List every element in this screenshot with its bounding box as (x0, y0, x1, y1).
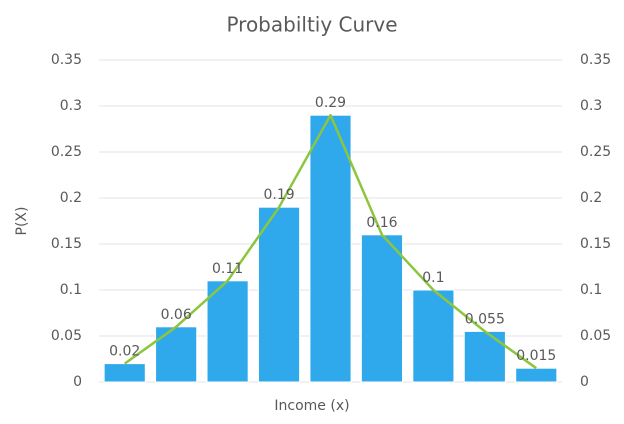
bar (360, 234, 404, 383)
y2-tick-label: 0.15 (580, 236, 611, 252)
data-label: 0.29 (315, 95, 346, 111)
data-label: 0.06 (161, 307, 192, 323)
data-label: 0.16 (366, 215, 397, 231)
y-tick-label: 0.1 (60, 282, 82, 298)
line (123, 113, 538, 370)
bar (515, 367, 558, 383)
y-tick-label: 0.05 (51, 328, 82, 344)
bar (463, 330, 506, 383)
y-tick-label: 0.25 (51, 144, 82, 160)
data-label: 0.1 (422, 270, 444, 286)
y2-tick-label: 0 (580, 374, 589, 390)
y2-tick-label: 0.05 (580, 328, 611, 344)
data-label: 0.055 (465, 311, 505, 327)
chart-title: Probabiltiy Curve (226, 13, 397, 37)
bar (257, 206, 301, 383)
bar (103, 363, 146, 383)
y2-tick-label: 0.25 (580, 144, 611, 160)
y-tick-label: 0.3 (60, 98, 82, 114)
data-label: 0.015 (516, 348, 556, 364)
y-tick-label: 0 (73, 374, 82, 390)
y2-tick-label: 0.1 (580, 282, 602, 298)
bar (155, 326, 198, 383)
data-label: 0.02 (109, 344, 140, 360)
y-tick-label: 0.35 (51, 52, 82, 68)
data-label: 0.19 (263, 187, 294, 203)
y2-tick-label: 0.2 (580, 190, 602, 206)
y2-tick-label: 0.3 (580, 98, 602, 114)
bar (206, 280, 249, 383)
y2-tick-label: 0.35 (580, 52, 611, 68)
y-tick-label: 0.2 (60, 190, 82, 206)
y-tick-label: 0.15 (51, 236, 82, 252)
x-axis-label: Income (x) (274, 398, 349, 414)
bar (309, 114, 352, 383)
bar (412, 289, 455, 383)
y-axis-label: P(X) (14, 207, 30, 236)
data-label: 0.11 (212, 261, 243, 277)
